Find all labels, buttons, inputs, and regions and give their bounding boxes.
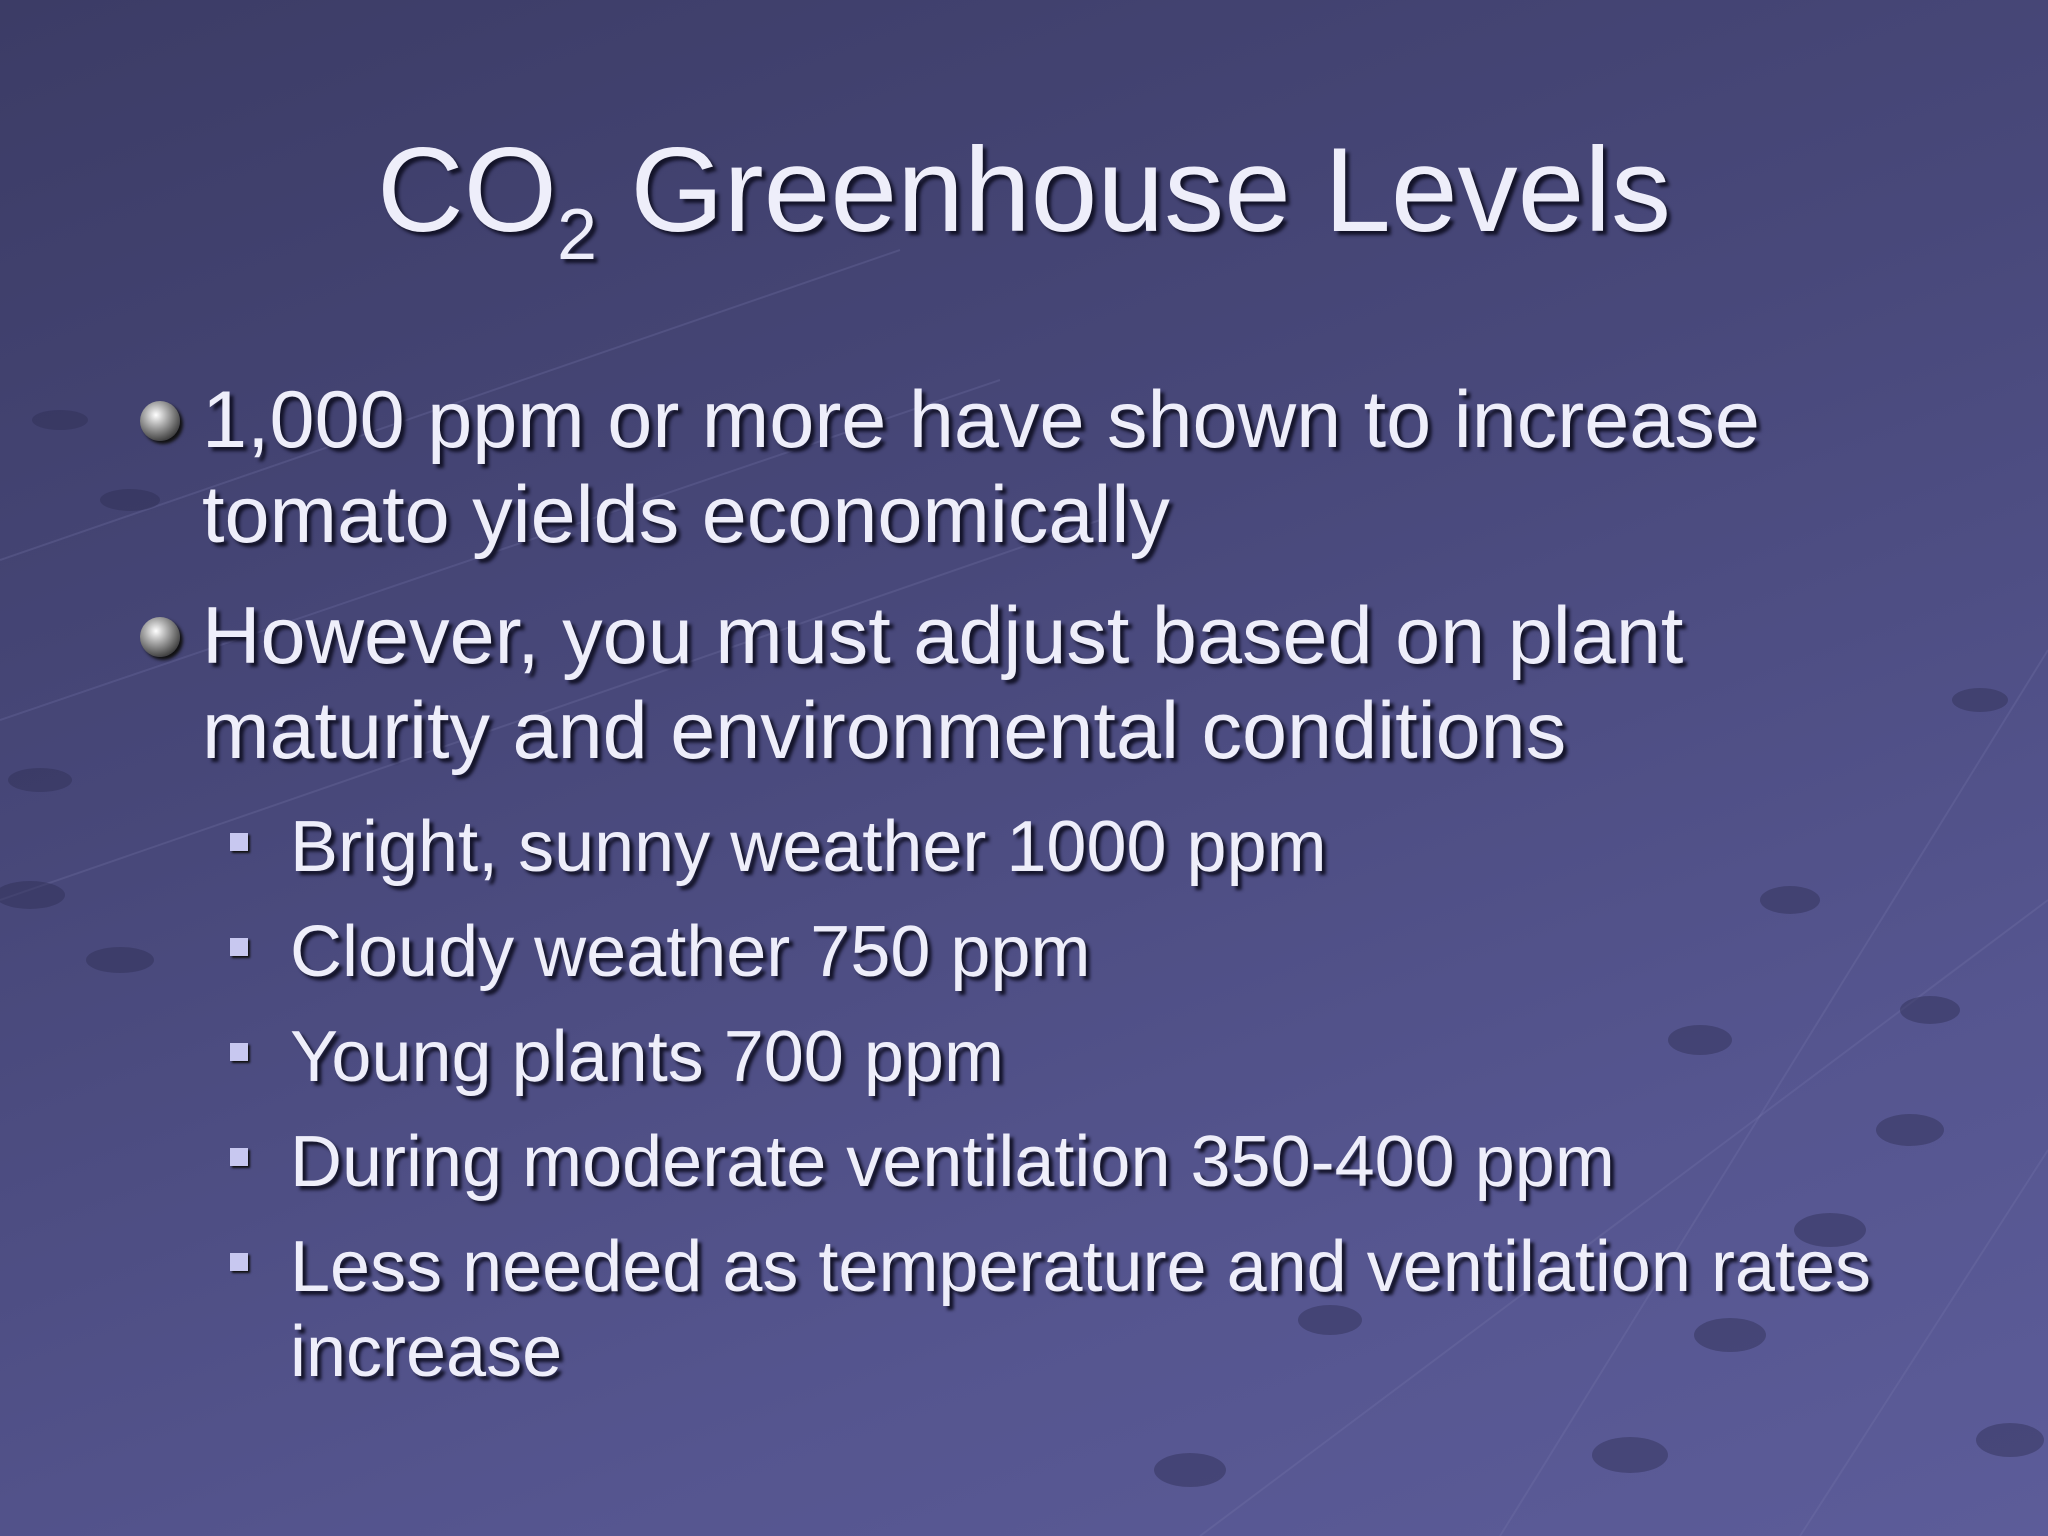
title-rest: Greenhouse Levels xyxy=(597,123,1672,257)
sub-bullet-square xyxy=(230,1148,248,1166)
sub-bullet-text: Less needed as temperature and ventilati… xyxy=(290,1227,1872,1392)
bullet-dot xyxy=(140,617,180,657)
sub-bullet-item: During moderate ventilation 350-400 ppm xyxy=(230,1120,1950,1205)
sub-bullet-item: Less needed as temperature and ventilati… xyxy=(230,1225,1950,1395)
bullet-text: 1,000 ppm or more have shown to increase… xyxy=(202,375,1760,560)
sub-bullet-item: Young plants 700 ppm xyxy=(230,1015,1950,1100)
bullet-dot xyxy=(140,401,180,441)
sub-bullet-square xyxy=(230,1253,248,1271)
sub-bullet-text: Cloudy weather 750 ppm xyxy=(290,912,1091,992)
slide-title: CO2 Greenhouse Levels xyxy=(0,115,2048,271)
bullet-text: However, you must adjust based on plant … xyxy=(202,591,1684,776)
title-main: CO xyxy=(376,123,557,257)
bullet-item: 1,000 ppm or more have shown to increase… xyxy=(140,373,1992,563)
sub-bullet-square xyxy=(230,833,248,851)
bullet-item: However, you must adjust based on plant … xyxy=(140,589,1992,779)
bullet-list: 1,000 ppm or more have shown to increase… xyxy=(0,373,1992,1415)
sub-bullet-text: Young plants 700 ppm xyxy=(290,1017,1004,1097)
sub-bullet-item: Bright, sunny weather 1000 ppm xyxy=(230,805,1950,890)
sub-bullet-text: Bright, sunny weather 1000 ppm xyxy=(290,807,1327,887)
sub-list: Bright, sunny weather 1000 ppm Cloudy wea… xyxy=(0,805,1992,1395)
title-subscript: 2 xyxy=(556,195,597,275)
sub-bullet-item: Cloudy weather 750 ppm xyxy=(230,910,1950,995)
sub-bullet-square xyxy=(230,1043,248,1061)
sub-bullet-square xyxy=(230,938,248,956)
sub-bullet-text: During moderate ventilation 350-400 ppm xyxy=(290,1122,1615,1202)
